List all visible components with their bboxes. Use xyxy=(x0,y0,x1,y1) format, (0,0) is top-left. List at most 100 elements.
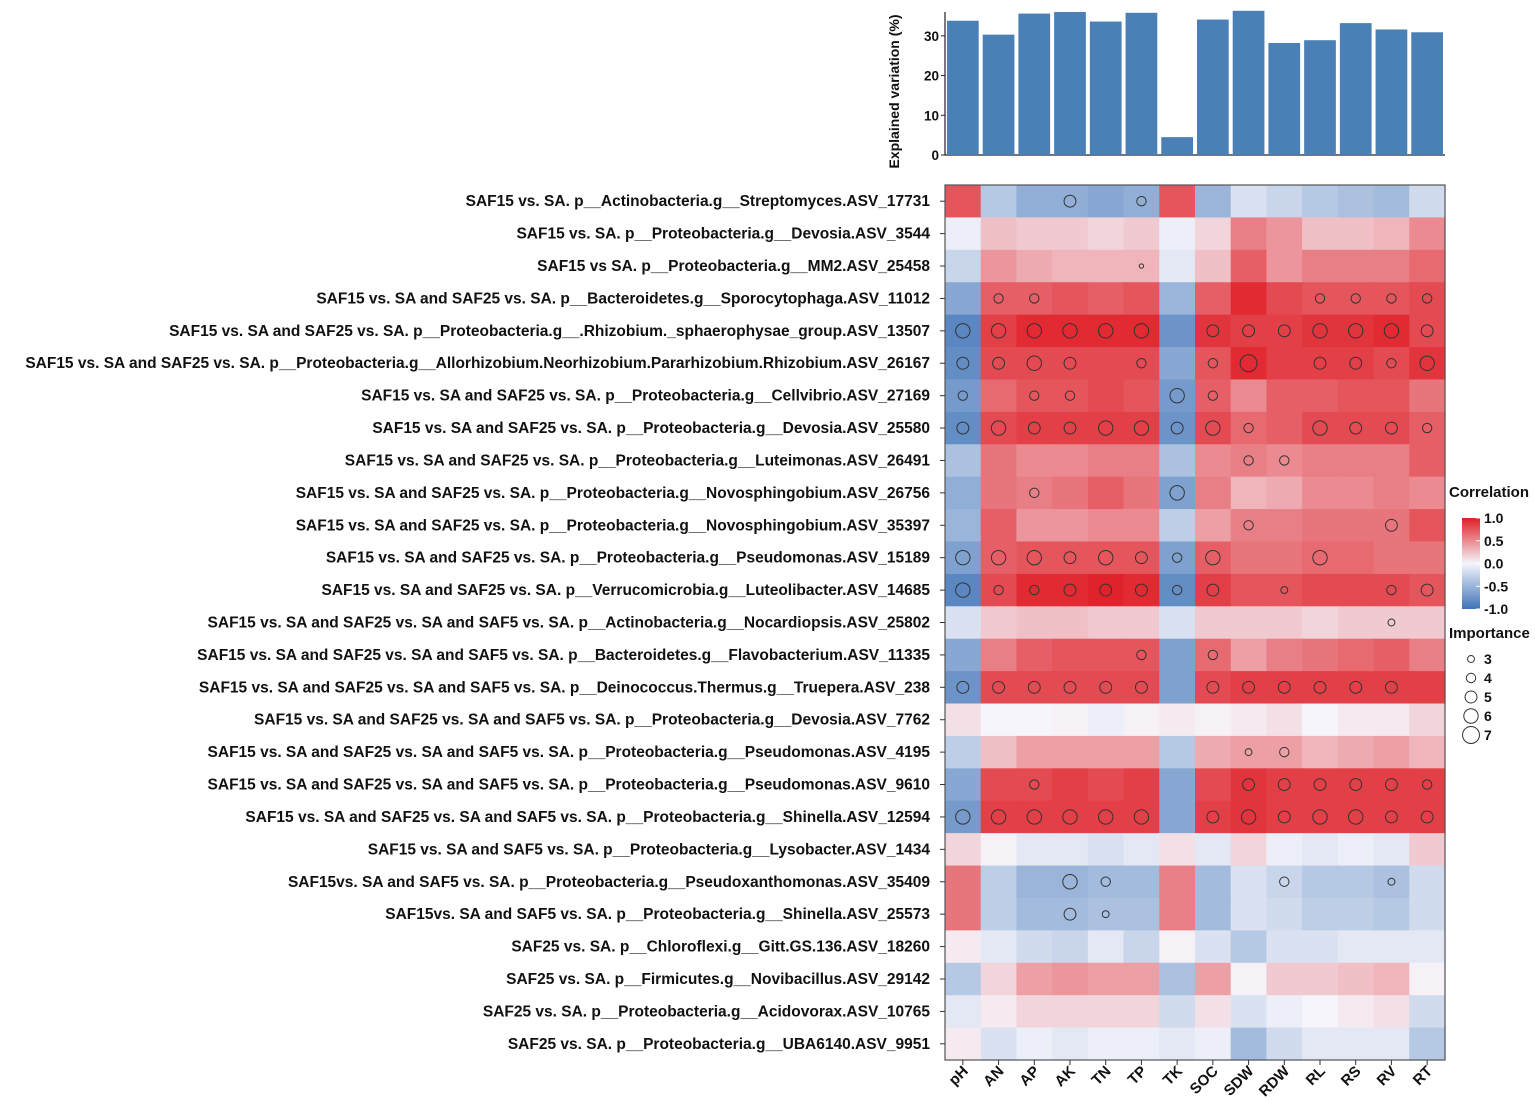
heatmap-cell xyxy=(1016,995,1053,1029)
heatmap-cell xyxy=(1373,1027,1410,1061)
heatmap-cell xyxy=(1337,768,1375,802)
heatmap-cell xyxy=(1087,573,1125,607)
heatmap-cell xyxy=(1123,768,1160,802)
heatmap-cell xyxy=(1373,185,1410,219)
heatmap-cell xyxy=(1052,509,1089,543)
heatmap-cell xyxy=(1052,865,1089,899)
heatmap-cell xyxy=(1373,411,1410,445)
heatmap-cell xyxy=(1337,444,1375,478)
importance-circle xyxy=(1314,293,1326,304)
importance-circle xyxy=(1348,323,1364,339)
heatmap-cell xyxy=(980,379,1018,413)
importance-circle xyxy=(1171,584,1183,596)
heatmap-cell xyxy=(1123,314,1160,348)
heatmap-cell xyxy=(1266,865,1303,899)
heatmap-cell xyxy=(980,768,1018,802)
heatmap-cell xyxy=(1123,444,1160,478)
importance-circle xyxy=(1205,420,1221,436)
heatmap-cell xyxy=(945,249,982,283)
heatmap-cell xyxy=(1195,930,1232,964)
bar-TN xyxy=(1089,21,1122,156)
heatmap-cell xyxy=(1052,800,1089,834)
importance-circle xyxy=(1134,680,1148,694)
heatmap-cell xyxy=(1016,800,1053,834)
heatmap-cell xyxy=(1230,541,1268,575)
heatmap-cell xyxy=(1302,800,1339,834)
importance-circle xyxy=(1349,421,1363,435)
importance-circle xyxy=(1419,355,1435,371)
heatmap-cell xyxy=(980,962,1018,996)
heatmap-cell xyxy=(1087,541,1125,575)
importance-circle xyxy=(1277,778,1291,791)
heatmap-cell xyxy=(1159,379,1196,413)
importance-circle xyxy=(1100,876,1111,887)
heatmap-cell xyxy=(1373,833,1410,867)
importance-circle xyxy=(1421,422,1433,434)
heatmap-cell xyxy=(1409,768,1446,802)
heatmap-cell xyxy=(1302,1027,1339,1061)
row-label: SAF15 vs. SA and SAF25 vs. SA. p__Proteo… xyxy=(25,355,930,372)
bar-SDW xyxy=(1232,10,1265,155)
heatmap-cell xyxy=(1123,185,1160,219)
heatmap-cell xyxy=(1123,865,1160,899)
heatmap-cell xyxy=(1230,800,1268,834)
row-label: SAF15 vs. SA and SAF25 vs. SA. p__Proteo… xyxy=(361,388,930,405)
importance-circle xyxy=(990,420,1007,436)
correlation-legend-title: Correlation xyxy=(1449,484,1529,501)
heatmap-cell xyxy=(1337,638,1375,672)
heatmap-cell xyxy=(1123,379,1160,413)
heatmap-cell xyxy=(1087,768,1125,802)
heatmap-cell xyxy=(1087,865,1125,899)
bar-y-tick-label: 10 xyxy=(924,108,939,123)
heatmap-cell xyxy=(1195,217,1232,251)
importance-legend-label: 7 xyxy=(1484,727,1492,743)
heatmap-cell xyxy=(1409,185,1446,219)
importance-circle xyxy=(1421,293,1433,304)
importance-circle xyxy=(1277,810,1291,824)
importance-circle xyxy=(1134,551,1148,565)
heatmap-cell xyxy=(1302,476,1339,510)
heatmap-cell xyxy=(1373,897,1410,931)
importance-circle xyxy=(1169,387,1185,404)
importance-circle xyxy=(1133,323,1150,339)
heatmap-cell xyxy=(1230,573,1268,607)
heatmap-cell xyxy=(945,768,982,802)
importance-circle xyxy=(1384,778,1398,791)
importance-circle xyxy=(1029,779,1040,790)
heatmap-cell xyxy=(1337,217,1375,251)
row-label: SAF15 vs. SA and SAF25 vs. SA and SAF5 v… xyxy=(245,809,930,826)
bar-y-tick-label: 20 xyxy=(924,69,939,84)
heatmap-cell xyxy=(1016,1027,1053,1061)
importance-circle xyxy=(1386,358,1397,369)
heatmap-cell xyxy=(1230,995,1268,1029)
importance-circle xyxy=(1348,809,1364,825)
importance-circle xyxy=(1277,680,1291,694)
importance-circle xyxy=(1313,778,1327,791)
heatmap-cell xyxy=(1052,347,1089,381)
heatmap-cell xyxy=(1087,314,1125,348)
heatmap-cell xyxy=(1409,573,1446,607)
row-label: SAF15 vs. SA and SAF25 vs. SA and SAF5 v… xyxy=(208,615,930,632)
legend: Correlation 1.0 0.5 0.0 -0.5 -1.0 Importance 3 4… xyxy=(1449,484,1530,744)
heatmap-cell xyxy=(1409,1027,1446,1061)
heatmap-cell xyxy=(1302,995,1339,1029)
heatmap-cell xyxy=(1159,671,1196,705)
row-label: SAF15 vs. SA and SAF25 vs. SA. p__Bacter… xyxy=(316,290,930,307)
heatmap-cell xyxy=(1230,444,1268,478)
row-label: SAF15 vs. SA. p__Proteobacteria.g__Devos… xyxy=(516,226,930,243)
heatmap-cell xyxy=(1016,962,1053,996)
heatmap-cell xyxy=(980,671,1018,705)
importance-circle xyxy=(1169,485,1185,501)
heatmap-cell xyxy=(945,314,982,348)
heatmap-cell xyxy=(1195,703,1232,737)
heatmap-cell xyxy=(1373,282,1410,316)
bar-TK xyxy=(1161,137,1193,155)
importance-circle xyxy=(1384,810,1398,824)
heatmap-cell xyxy=(1123,897,1160,931)
importance-legend-label: 3 xyxy=(1484,651,1492,667)
heatmap-cell xyxy=(1087,185,1125,219)
heatmap-cell xyxy=(1409,379,1446,413)
heatmap-cell xyxy=(1087,249,1125,283)
heatmap-cell xyxy=(1230,930,1268,964)
colorbar-tick-label: 0.0 xyxy=(1484,556,1504,572)
